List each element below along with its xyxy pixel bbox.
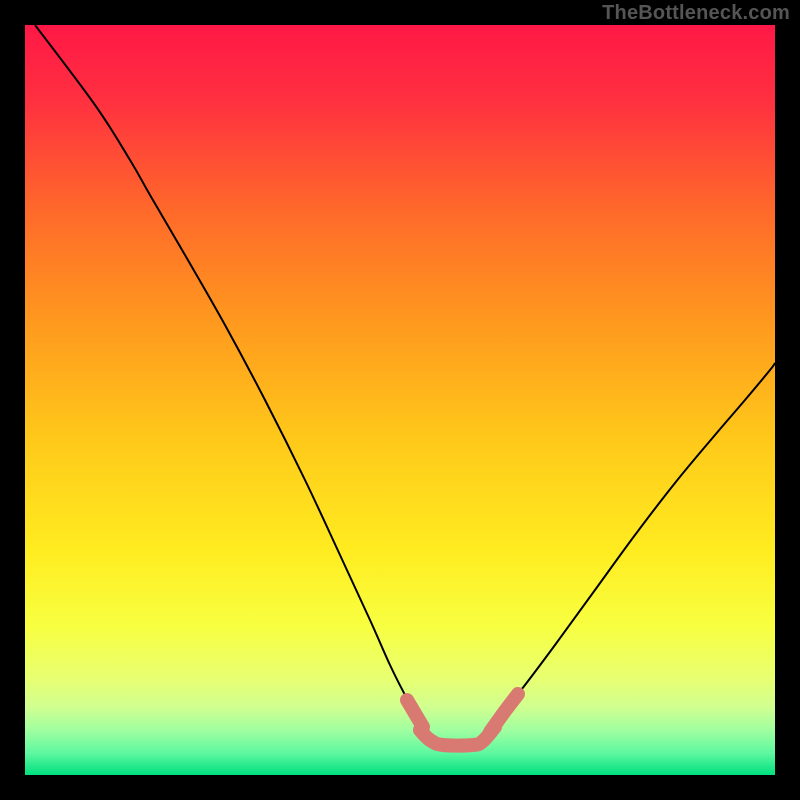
chart-frame: TheBottleneck.com	[0, 0, 800, 800]
curve-right	[493, 363, 775, 725]
attribution-text: TheBottleneck.com	[602, 2, 790, 25]
highlight-stroke	[407, 694, 518, 746]
curves-layer	[25, 25, 775, 775]
curve-left	[35, 25, 423, 725]
plot-area	[25, 25, 775, 775]
